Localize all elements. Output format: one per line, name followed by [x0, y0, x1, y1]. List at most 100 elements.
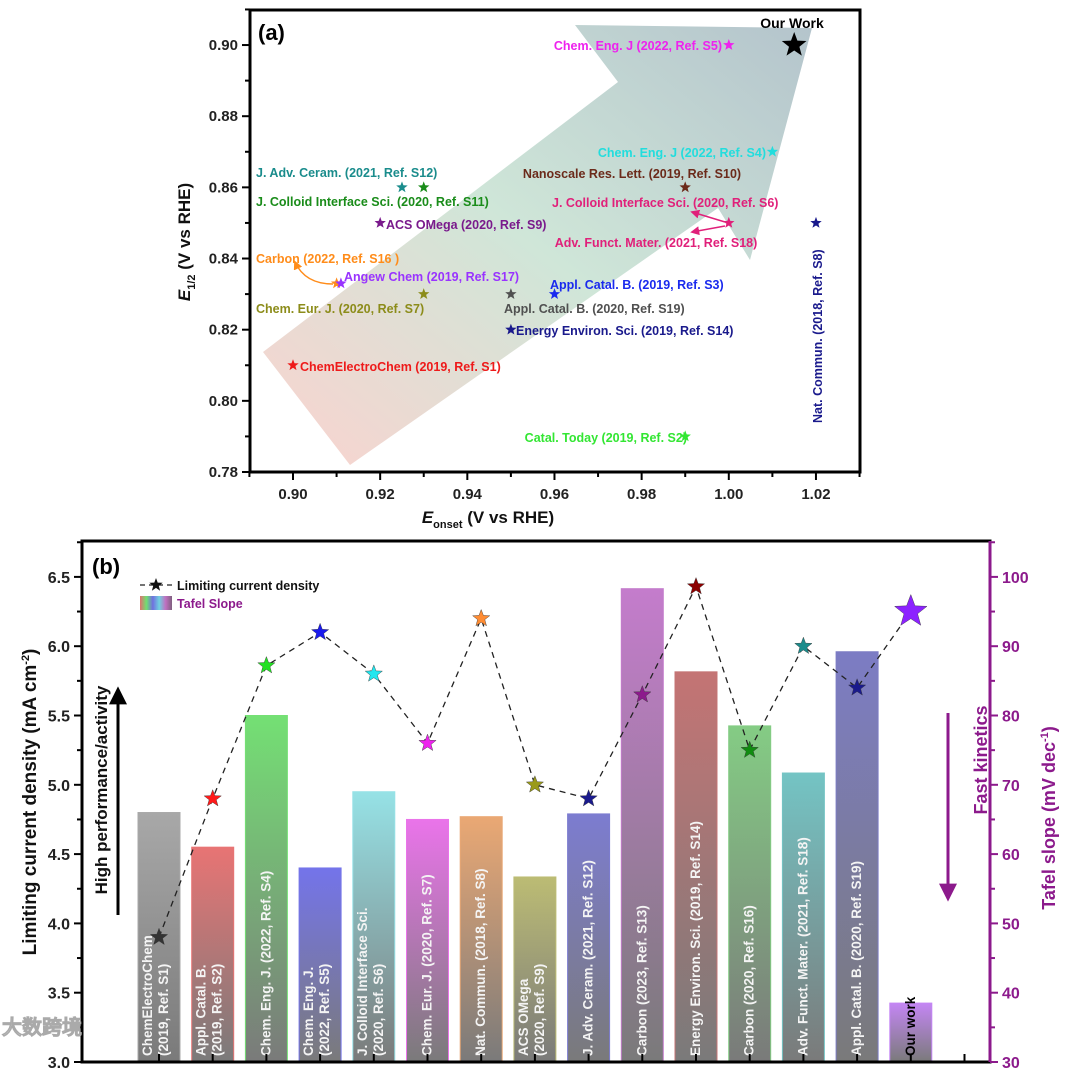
data-point-star — [396, 181, 408, 193]
data-point-label: Nat. Commun. (2018, Ref. S8) — [811, 249, 825, 423]
x-axis-title-sub: onset — [433, 519, 463, 531]
limiting-current-star — [579, 789, 598, 807]
y-tick-label: 0.80 — [209, 393, 238, 410]
limiting-current-star — [794, 636, 813, 654]
bar-category-label: Appl. Catal. B. (2020, Ref. S19) — [849, 861, 864, 1056]
y2-axis-title-end: ) — [1039, 726, 1059, 732]
tafel-bar — [352, 791, 396, 1063]
bar-category-label: (2019, Ref. S2) — [210, 964, 225, 1056]
limiting-current-star — [257, 656, 276, 674]
limiting-current-star — [418, 733, 437, 751]
limiting-current-star — [525, 775, 545, 793]
data-point-label: Adv. Funct. Mater. (2021, Ref. S18) — [555, 236, 758, 250]
limiting-current-star — [364, 664, 383, 682]
fast-kinetics-annotation: Fast kinetics — [971, 705, 991, 814]
y-tick-label: 6.0 — [48, 639, 70, 656]
y-axis-title-main: E — [175, 289, 194, 301]
limiting-current-star — [894, 593, 928, 626]
x-tick-label: 1.02 — [801, 486, 830, 503]
tafel-bar — [298, 867, 342, 1063]
legend-swatch — [140, 596, 172, 610]
legend-label-bars: Tafel Slope — [177, 597, 243, 611]
y2-axis-title-text: Tafel slope (mV dec — [1039, 742, 1059, 910]
y2-tick-label: 70 — [1002, 778, 1020, 795]
y-tick-label: 6.5 — [48, 570, 70, 587]
bar-category-label: (2020, Ref. S6) — [371, 964, 386, 1056]
watermark: 大数跨境 — [2, 1015, 82, 1039]
tafel-bar — [567, 813, 611, 1063]
data-point-star — [766, 145, 779, 157]
tafel-bar — [191, 846, 235, 1063]
x-axis-title: Eonset (V vs RHE) — [422, 508, 554, 531]
limiting-current-line — [158, 584, 912, 938]
data-point-label: Carbon (2022, Ref. S16 ) — [256, 252, 399, 266]
limiting-current-star — [203, 789, 222, 807]
bar-category-label: Chem. Eur. J. (2020, Ref. S7) — [420, 874, 435, 1056]
data-point-label: Angew Chem (2019, Ref. S17) — [344, 270, 519, 284]
annotation-arrow — [690, 225, 726, 236]
y2-tick-label: 40 — [1002, 986, 1020, 1003]
data-point-star — [810, 216, 822, 228]
y-tick-label: 4.0 — [48, 916, 70, 933]
y-tick-label: 0.82 — [209, 322, 238, 339]
bar-category-label: Appl. Catal. B. — [194, 964, 209, 1056]
trend-arrow-background — [263, 25, 812, 465]
data-point-label: Chem. Eur. J. (2020, Ref. S7) — [256, 302, 424, 316]
legend-label-line: Limiting current density — [177, 579, 319, 593]
data-point-label: Appl. Catal. B. (2020, Ref. S19) — [504, 302, 685, 316]
panel-b-bar-chart: ChemElectroChem (2019, Ref. S1) Appl. Cata… — [2, 539, 1059, 1072]
y-tick-label: 0.86 — [209, 179, 238, 196]
limiting-current-star — [310, 622, 330, 641]
panel-a-scatter: 0.90 0.92 0.94 0.96 0.98 1.00 1.02 0.78 0.80 0.82… — [175, 8, 862, 531]
y-tick-label: 3.5 — [48, 986, 70, 1003]
bar-category-label: ACS OMega — [516, 978, 531, 1056]
y2-tick-label: 50 — [1002, 916, 1020, 933]
y-tick-label: 4.5 — [48, 847, 70, 864]
y-axis-title: Limiting current density (mA cm-2) — [20, 649, 41, 956]
data-point-label: Chem. Eng. J (2022, Ref. S4) — [598, 146, 766, 160]
bar-category-label: ChemElectroChem — [140, 935, 155, 1056]
bar-category-label: Energy Environ. Sci. (2019, Ref. S14) — [688, 821, 703, 1056]
data-point-star — [781, 32, 807, 56]
data-point-label: J. Colloid Interface Sci. (2020, Ref. S6… — [552, 196, 778, 210]
y-tick-label: 0.78 — [209, 464, 238, 481]
data-point-star — [287, 359, 299, 371]
data-point-star — [679, 430, 691, 442]
limiting-current-star — [472, 608, 491, 627]
tafel-bar — [781, 772, 825, 1063]
tafel-bar — [728, 725, 772, 1063]
limiting-current-star — [686, 577, 706, 595]
y-axis-title-sup: -2 — [20, 655, 32, 665]
x-axis-title-main: E — [422, 508, 434, 527]
data-point-star — [505, 323, 517, 335]
bar-category-label: Nat. Commun. (2018, Ref. S8) — [473, 868, 488, 1056]
y-tick-label: 0.90 — [209, 37, 238, 54]
annotation-arrow — [690, 209, 726, 223]
limiting-current-star — [149, 927, 169, 945]
bar-category-label: Carbon (2023, Ref. S13) — [634, 905, 649, 1056]
y2-tick-label: 30 — [1002, 1055, 1020, 1072]
bar-category-label: (2020, Ref. S9) — [532, 964, 547, 1056]
y-axis-title-sub: 1/2 — [186, 275, 198, 290]
data-point-label: Our Work — [760, 15, 824, 31]
y-tick-label: 3.0 — [48, 1055, 70, 1072]
bar-category-label: J. Adv. Ceram. (2021, Ref. S12) — [581, 860, 596, 1056]
data-point-star — [374, 216, 386, 228]
bar-category-label: (2022, Ref. S5) — [317, 964, 332, 1056]
data-point-star — [723, 39, 735, 50]
data-point-star — [418, 181, 430, 193]
data-point-label: Chem. Eng. J (2022, Ref. S5) — [554, 39, 722, 53]
tafel-bar — [674, 671, 718, 1063]
x-tick-label: 0.98 — [627, 486, 656, 503]
y-axis-title-end: ) — [20, 649, 41, 655]
limiting-current-star — [740, 740, 759, 758]
data-point-label: Catal. Today (2019, Ref. S2) — [525, 431, 687, 445]
x-tick-label: 0.92 — [366, 486, 395, 503]
data-point-star — [505, 288, 517, 299]
x-tick-label: 0.96 — [540, 486, 569, 503]
y2-tick-label: 100 — [1002, 570, 1029, 587]
y-axis-title-units: (V vs RHE) — [175, 183, 194, 275]
y2-tick-label: 60 — [1002, 847, 1020, 864]
y-tick-label: 5.5 — [48, 709, 70, 726]
